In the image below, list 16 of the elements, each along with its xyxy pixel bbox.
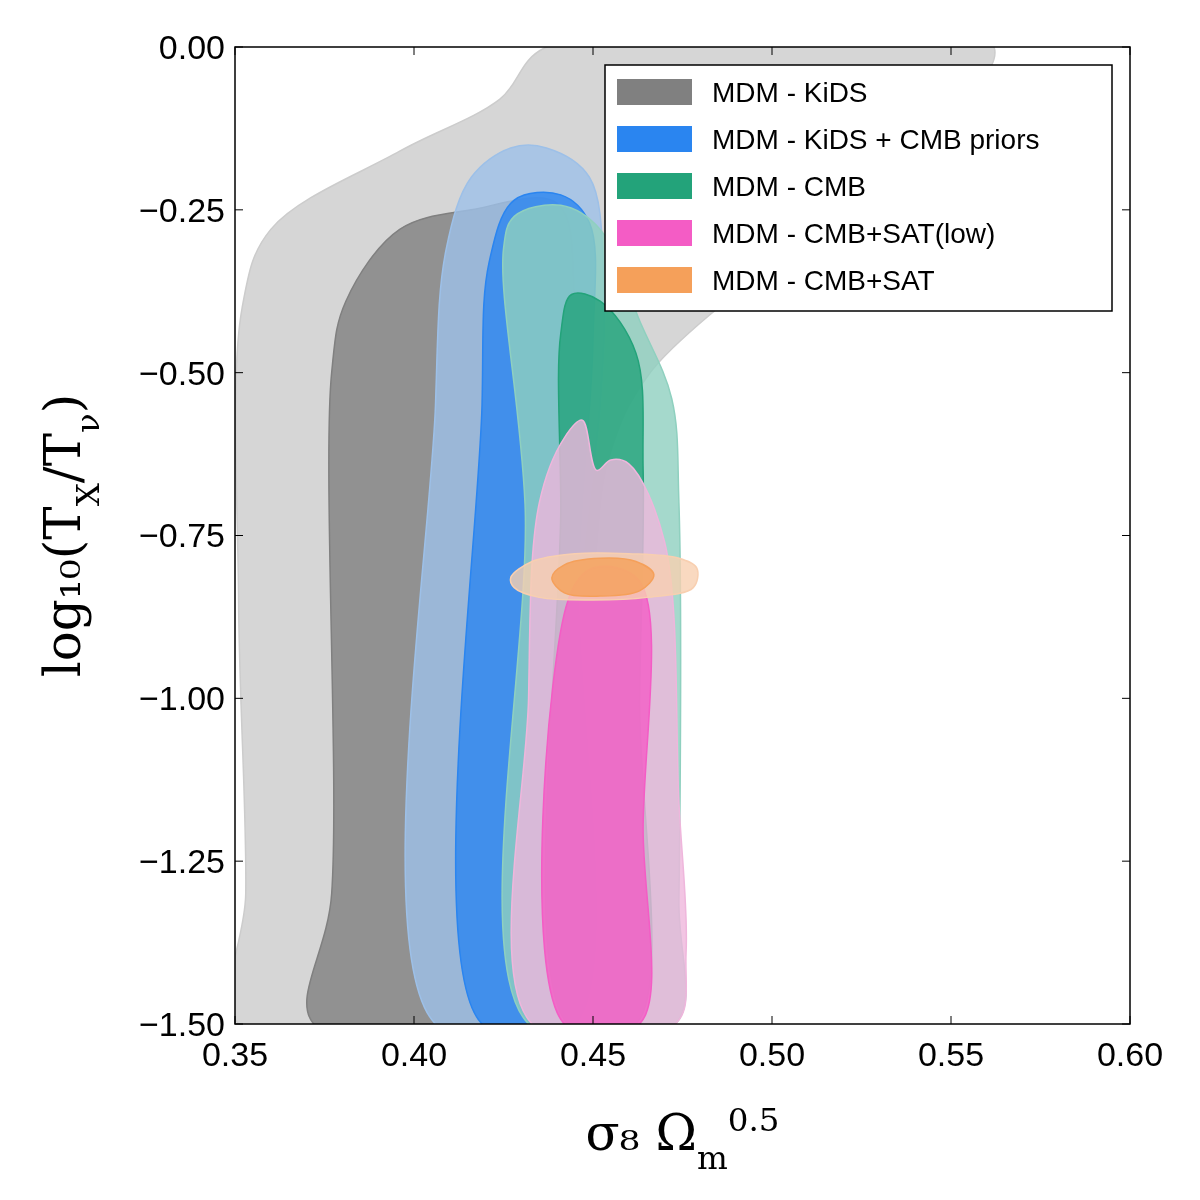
legend-label: MDM - KiDS bbox=[712, 76, 868, 108]
y-tick-label: −0.75 bbox=[138, 516, 225, 555]
legend-label: MDM - CMB bbox=[712, 170, 866, 202]
y-tick-label: 0.00 bbox=[158, 27, 225, 66]
y-tick-label: −1.25 bbox=[138, 842, 225, 881]
legend-label: MDM - CMB+SAT bbox=[712, 264, 935, 296]
y-tick-label: −0.50 bbox=[138, 353, 225, 392]
legend-label: MDM - KiDS + CMB priors bbox=[712, 123, 1040, 155]
legend-label: MDM - CMB+SAT(low) bbox=[712, 217, 996, 249]
x-tick-label: 0.45 bbox=[559, 1035, 627, 1073]
x-tick-label: 0.55 bbox=[917, 1035, 985, 1073]
x-tick-label: 0.60 bbox=[1096, 1035, 1164, 1073]
y-tick-label: −1.00 bbox=[138, 679, 225, 718]
y-tick-label: −0.25 bbox=[138, 190, 225, 229]
x-tick-label: 0.40 bbox=[380, 1035, 448, 1073]
x-tick-label: 0.50 bbox=[738, 1035, 806, 1073]
